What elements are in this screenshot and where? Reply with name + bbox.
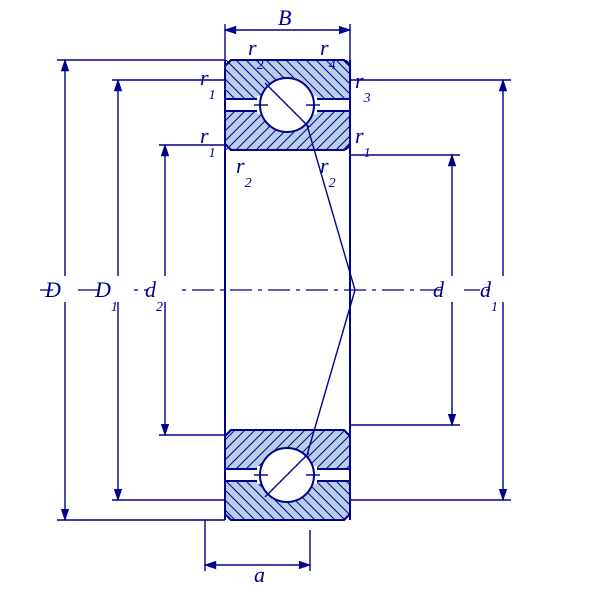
label-r1_inner_top: r1 bbox=[200, 123, 216, 161]
label-d: d bbox=[433, 277, 445, 302]
label-B: B bbox=[278, 5, 291, 30]
label-r1_outer_top: r1 bbox=[200, 65, 216, 103]
label-r3_top: r3 bbox=[355, 68, 371, 106]
label-r2_inner_top_r: r2 bbox=[320, 153, 336, 191]
label-a: a bbox=[254, 562, 265, 587]
label-r2_inner_top: r2 bbox=[236, 153, 252, 191]
label-D: D bbox=[44, 277, 61, 302]
